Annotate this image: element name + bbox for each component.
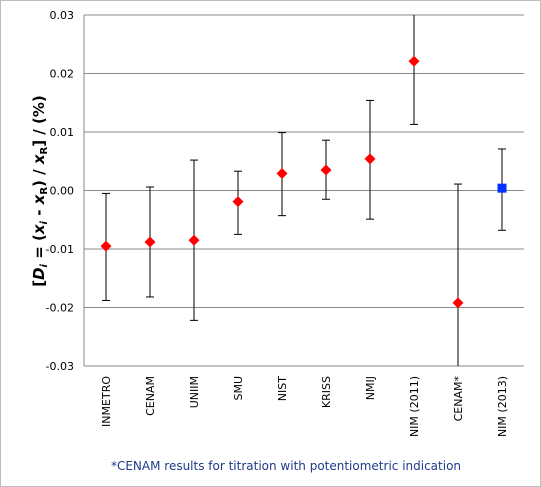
data-point-diamond <box>188 234 200 246</box>
data-point-diamond <box>408 55 420 67</box>
y-tick-label: 0.01 <box>50 126 75 139</box>
y-tick-label: -0.01 <box>46 243 74 256</box>
x-tick-labels: INMETRO CENAM UNIIM SMU NIST KRISS NMIJ NIM (20… <box>100 376 509 438</box>
x-tick-label: INMETRO <box>100 376 113 427</box>
y-tick-label: 0.03 <box>50 9 75 22</box>
data-point-square <box>497 183 507 193</box>
x-tick-label: UNIIM <box>188 376 201 408</box>
y-axis-label: [Di = (xi - xR) / xR] / (%) <box>30 95 50 287</box>
x-tick-label: NIM (2013) <box>496 376 509 437</box>
y-tick-label: 0.02 <box>50 68 75 81</box>
data-points <box>100 55 507 309</box>
footnote: *CENAM results for titration with potent… <box>111 459 461 473</box>
x-tick-label: CENAM <box>144 376 157 416</box>
y-tick-labels: 0.03 0.02 0.01 0.00 -0.01 -0.02 -0.03 <box>46 9 74 373</box>
data-point-diamond <box>452 297 464 309</box>
y-tick-label: 0.00 <box>50 185 75 198</box>
x-tick-label: CENAM* <box>452 376 465 422</box>
x-tick-label: SMU <box>232 376 245 401</box>
y-tick-label: -0.02 <box>46 302 74 315</box>
data-point-diamond <box>232 196 244 208</box>
data-point-diamond <box>364 153 376 165</box>
data-point-diamond <box>320 164 332 176</box>
data-point-diamond <box>144 236 156 248</box>
x-tick-label: NMIJ <box>364 376 377 400</box>
x-tick-label: NIST <box>276 376 289 401</box>
y-tick-label: -0.03 <box>46 360 74 373</box>
data-point-diamond <box>100 240 112 252</box>
data-point-diamond <box>276 168 288 180</box>
x-tick-label: KRISS <box>320 376 333 408</box>
gridlines <box>83 14 524 367</box>
x-tick-label: NIM (2011) <box>408 376 421 437</box>
